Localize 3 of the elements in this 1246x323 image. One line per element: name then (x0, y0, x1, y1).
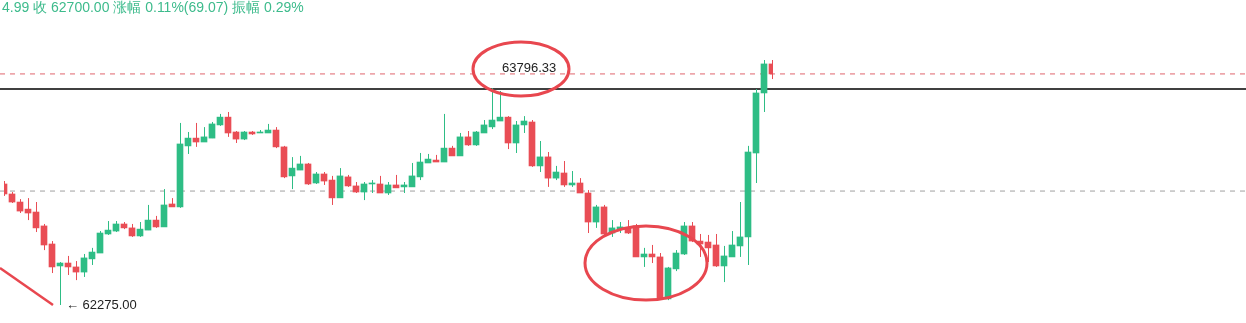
annotation: 63796.33 (502, 59, 557, 75)
annotation: ← 62275.00 (66, 296, 137, 312)
chart-title: 4.99 收 62700.00 涨幅 0.11%(69.07) 振幅 0.29% (2, 0, 304, 17)
